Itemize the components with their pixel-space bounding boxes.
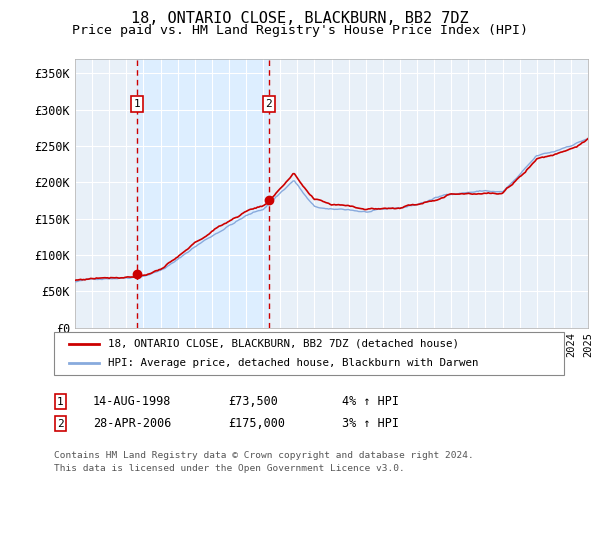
Text: 1: 1 (57, 396, 64, 407)
Text: HPI: Average price, detached house, Blackburn with Darwen: HPI: Average price, detached house, Blac… (108, 358, 479, 368)
Text: 1: 1 (134, 99, 140, 109)
Text: This data is licensed under the Open Government Licence v3.0.: This data is licensed under the Open Gov… (54, 464, 405, 473)
Text: 14-AUG-1998: 14-AUG-1998 (93, 395, 172, 408)
Text: 28-APR-2006: 28-APR-2006 (93, 417, 172, 431)
Text: £175,000: £175,000 (228, 417, 285, 431)
Text: 2: 2 (57, 419, 64, 429)
Text: 4% ↑ HPI: 4% ↑ HPI (342, 395, 399, 408)
Text: 18, ONTARIO CLOSE, BLACKBURN, BB2 7DZ: 18, ONTARIO CLOSE, BLACKBURN, BB2 7DZ (131, 11, 469, 26)
Text: 18, ONTARIO CLOSE, BLACKBURN, BB2 7DZ (detached house): 18, ONTARIO CLOSE, BLACKBURN, BB2 7DZ (d… (108, 339, 459, 349)
Text: Price paid vs. HM Land Registry's House Price Index (HPI): Price paid vs. HM Land Registry's House … (72, 24, 528, 37)
Bar (137, 59, 269, 328)
Text: 2: 2 (265, 99, 272, 109)
Text: £73,500: £73,500 (228, 395, 278, 408)
Text: 3% ↑ HPI: 3% ↑ HPI (342, 417, 399, 431)
Text: Contains HM Land Registry data © Crown copyright and database right 2024.: Contains HM Land Registry data © Crown c… (54, 451, 474, 460)
